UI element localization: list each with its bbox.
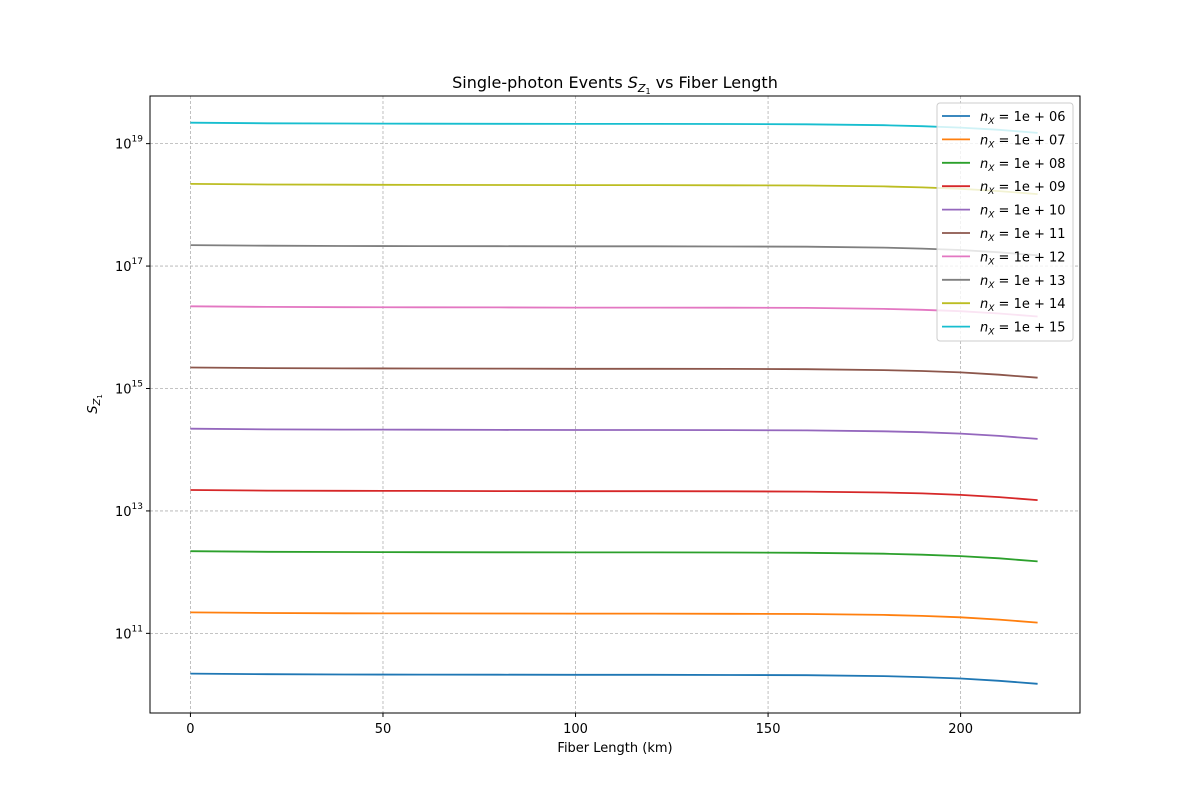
y-axis: 1011 1013 1015 1017 1019 <box>115 135 150 642</box>
series-line-4 <box>190 489 1038 501</box>
x-tick-label: 100 <box>563 722 588 737</box>
x-tick-label: 0 <box>186 722 194 737</box>
legend-entry: nX = 1e + 09 <box>980 180 1066 197</box>
y-axis-title: SZ1 <box>86 394 104 414</box>
legend-entry: nX = 1e + 11 <box>980 227 1066 244</box>
legend-entry: nX = 1e + 14 <box>980 297 1066 314</box>
series-line-6 <box>190 366 1038 379</box>
series-line-1 <box>190 672 1038 685</box>
legend-box <box>936 102 1074 342</box>
legend-entry: nX = 1e + 10 <box>980 204 1066 221</box>
legend-entry: nX = 1e + 15 <box>980 321 1066 338</box>
legend: nX = 1e + 06 nX = 1e + 07 nX = 1e + 08 nX =… <box>936 102 1074 342</box>
x-tick-label: 200 <box>948 722 973 737</box>
y-tick-label: 1017 <box>115 257 143 275</box>
x-axis: 0 50 100 150 200 <box>186 713 973 737</box>
legend-entry: nX = 1e + 08 <box>980 157 1066 174</box>
series-line-5 <box>190 427 1038 440</box>
plot-area-frame <box>149 95 1081 714</box>
legend-entry: nX = 1e + 12 <box>980 250 1066 267</box>
series-line-3 <box>190 550 1038 563</box>
legend-entry: nX = 1e + 06 <box>980 110 1066 127</box>
x-axis-title: Fiber Length (km) <box>557 741 672 756</box>
y-tick-label: 1013 <box>115 502 143 520</box>
x-tick-label: 150 <box>756 722 781 737</box>
legend-entry: nX = 1e + 13 <box>980 274 1066 291</box>
y-tick-label: 1015 <box>115 379 143 397</box>
x-tick-label: 50 <box>375 722 392 737</box>
chart-title: Single-photon Events SZ1 vs Fiber Length <box>452 73 778 96</box>
series-line-2 <box>190 611 1038 624</box>
y-tick-label: 1011 <box>115 624 143 642</box>
legend-entry: nX = 1e + 07 <box>980 133 1066 150</box>
y-tick-label: 1019 <box>115 135 143 153</box>
